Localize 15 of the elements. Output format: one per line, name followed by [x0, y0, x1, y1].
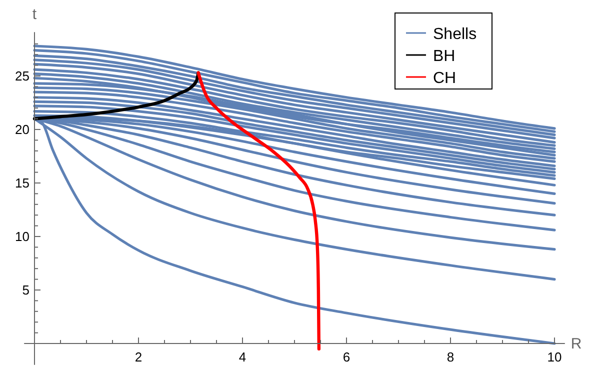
y-tick-label: 5: [22, 282, 30, 298]
x-tick-label: 2: [134, 350, 142, 364]
x-axis-title: R: [570, 336, 582, 352]
y-tick-label: 20: [15, 122, 30, 137]
x-tick-label: 10: [547, 350, 562, 364]
x-tick-label: 8: [446, 350, 454, 364]
y-tick-label: 15: [15, 175, 30, 190]
x-tick-label: 4: [238, 350, 246, 364]
y-axis-title: t: [32, 6, 38, 24]
legend-label: Shells: [433, 26, 477, 43]
x-tick-label: 6: [342, 350, 350, 364]
legend-label: BH: [433, 48, 456, 65]
legend-label: CH: [433, 70, 456, 87]
y-tick-label: 25: [15, 68, 30, 84]
y-tick-label: 10: [15, 228, 30, 244]
